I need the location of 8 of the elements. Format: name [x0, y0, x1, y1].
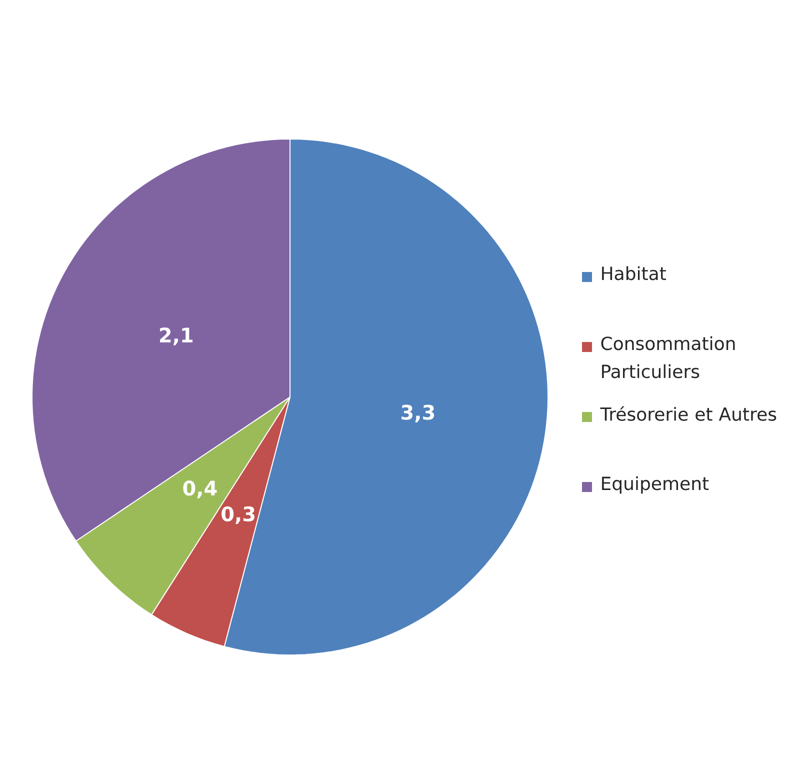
data-label: 0,3: [222, 506, 254, 524]
legend-label: Consommation Particuliers: [601, 336, 735, 378]
data-label: 0,4: [183, 480, 217, 498]
data-label: 3,3: [402, 404, 434, 422]
legend-label: Habitat: [602, 266, 666, 280]
legend-label: Equipement: [602, 476, 709, 494]
data-label: 2,1: [160, 328, 192, 346]
legend-label: Trésorerie et Autres: [600, 406, 776, 421]
